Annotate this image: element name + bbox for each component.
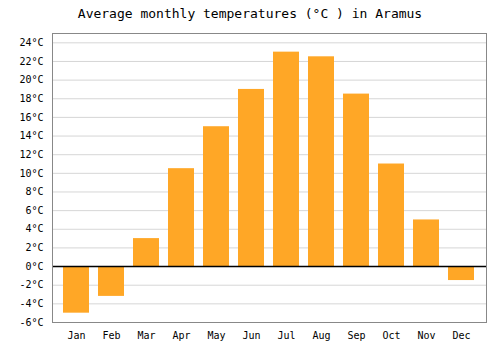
svg-text:4°C: 4°C [25,223,43,234]
svg-text:10°C: 10°C [19,168,43,179]
svg-text:Apr: Apr [172,330,190,341]
svg-text:-6°C: -6°C [19,317,43,328]
svg-text:14°C: 14°C [19,130,43,141]
svg-text:16°C: 16°C [19,112,43,123]
svg-text:0°C: 0°C [25,261,43,272]
svg-text:Feb: Feb [102,330,120,341]
svg-text:-4°C: -4°C [19,298,43,309]
svg-text:6°C: 6°C [25,205,43,216]
svg-text:Nov: Nov [417,330,435,341]
svg-text:24°C: 24°C [19,37,43,48]
svg-text:2°C: 2°C [25,242,43,253]
svg-text:8°C: 8°C [25,186,43,197]
svg-text:22°C: 22°C [19,56,43,67]
svg-text:Dec: Dec [452,330,470,341]
svg-text:Jun: Jun [242,330,260,341]
svg-text:Jul: Jul [277,330,295,341]
svg-text:-2°C: -2°C [19,279,43,290]
svg-text:12°C: 12°C [19,149,43,160]
svg-text:Mar: Mar [137,330,155,341]
svg-text:Oct: Oct [382,330,400,341]
svg-text:May: May [207,330,225,341]
svg-text:Sep: Sep [347,330,365,341]
svg-text:18°C: 18°C [19,93,43,104]
svg-text:20°C: 20°C [19,74,43,85]
svg-text:Aug: Aug [312,330,330,341]
svg-text:Jan: Jan [67,330,85,341]
html-text:Average monthly temperatures (: Average monthly temperatures (°C ) in Ar… [77,6,423,21]
